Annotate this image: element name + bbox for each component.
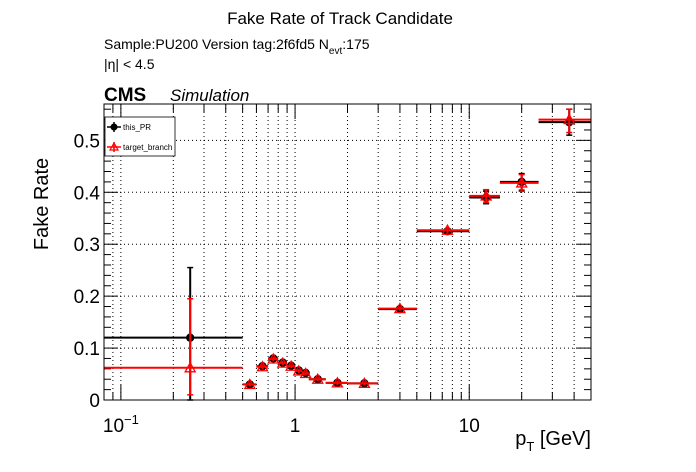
data-point (515, 176, 528, 188)
y-tick-label: 0.5 (74, 131, 100, 152)
x-axis-label-sub: T (526, 439, 534, 454)
x-tick-label: 10 (459, 416, 480, 437)
data-point (276, 356, 289, 368)
data-point (441, 223, 454, 235)
sample-text: Sample:PU200 Version tag:2f6fd5 N (104, 36, 329, 52)
y-tick-label: 0 (89, 391, 100, 412)
y-tick-label: 0.1 (74, 339, 100, 360)
data-point (243, 378, 256, 390)
legend: this_PR target_branch (104, 116, 176, 157)
chart-title: Fake Rate of Track Candidate (227, 9, 453, 28)
simulation-label: Simulation (170, 86, 249, 105)
legend-marker (110, 123, 118, 131)
legend-label: target_branch (123, 143, 172, 152)
eta-cut: |η| < 4.5 (104, 56, 155, 72)
series-target_branch (104, 108, 591, 396)
data-point (285, 359, 298, 371)
y-tick-label: 0.4 (74, 183, 101, 204)
nevt-subscript: evt (329, 46, 343, 57)
data-point (184, 361, 197, 373)
grid-lines (103, 104, 592, 401)
y-axis-label: Fake Rate (31, 158, 53, 250)
sample-info: Sample:PU200 Version tag:2f6fd5 Nevt:175 (104, 36, 370, 57)
data-point (292, 364, 305, 376)
data-point (311, 372, 324, 384)
cms-label: CMS (104, 85, 146, 106)
data-series (104, 108, 591, 401)
x-tick-label: 1 (290, 416, 301, 437)
legend-entry-this_PR: this_PR (107, 122, 151, 132)
x-tick-label-exponent: −1 (124, 412, 139, 427)
x-tick-label-base: 10 (103, 416, 124, 437)
x-axis-label: pT [GeV] (515, 428, 591, 454)
y-tick-label: 0.2 (74, 287, 100, 308)
x-tick-label-base: 10 (459, 416, 480, 437)
data-point (563, 113, 576, 125)
data-point (267, 352, 280, 364)
data-point (256, 360, 269, 372)
data-point (358, 377, 371, 389)
nevt-value: :175 (342, 36, 369, 52)
x-tick-label-base: 1 (290, 416, 301, 437)
legend-entry-target_branch: target_branch (107, 141, 172, 152)
x-axis-label-p: p (515, 428, 526, 450)
data-point (480, 189, 493, 201)
plot-frame (103, 103, 592, 401)
legend-marker (108, 141, 120, 151)
data-point (393, 302, 407, 314)
x-tick-label: 10−1 (103, 412, 139, 437)
tick-labels: 00.10.20.30.40.510−1 1 10 (74, 131, 480, 437)
y-tick-label: 0.3 (74, 235, 100, 256)
x-axis-label-unit: [GeV] (534, 428, 591, 450)
data-point (331, 376, 344, 388)
data-point (299, 367, 312, 379)
legend-label: this_PR (123, 123, 151, 132)
